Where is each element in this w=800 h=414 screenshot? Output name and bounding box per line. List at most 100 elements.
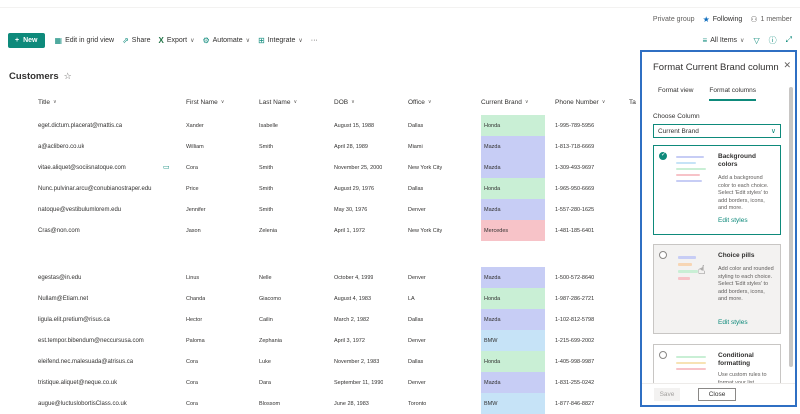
cell-first-name: Jason [186,227,201,234]
cell-dob: April 3, 1972 [334,337,365,344]
following-button[interactable]: ★ Following [703,15,743,24]
cell-phone: 1-831-255-0242 [555,379,595,386]
integrate-button[interactable]: ⊞ Integrate ∨ [258,36,303,45]
cell-office: Denver [408,337,426,344]
table-row[interactable]: tristique.aliquet@neque.co.uk Cora Dara … [0,372,640,393]
option-card-background-colors[interactable]: ✓ Background colors Add a background col… [653,145,781,235]
close-icon[interactable]: ✕ [783,60,791,70]
cell-last-name: Smith [259,164,274,171]
cell-current-brand: Honda [481,115,545,136]
table-row[interactable]: ligula.elit.pretium@risus.ca Hector Cail… [0,309,640,330]
edit-styles-link[interactable]: Edit styles [718,319,748,326]
cell-current-brand: Honda [481,178,545,199]
option-card-choice-pills[interactable]: ☝ Choice pills Add color and rounded sty… [653,244,781,334]
cell-title[interactable]: ligula.elit.pretium@risus.ca [38,316,110,323]
more-button[interactable]: ··· [311,37,318,44]
cell-title[interactable]: tristique.aliquet@neque.co.uk [38,379,118,386]
option-card-conditional-formatting[interactable]: Conditional formatting Use custom rules … [653,344,781,392]
top-strip [0,0,800,8]
cell-office: Dallas [408,185,424,192]
cell-title[interactable]: augue@luctuslobortisClass.co.uk [38,400,127,407]
cell-last-name: Isabelle [259,122,278,129]
comment-icon[interactable]: ▭ [163,164,170,171]
card-description: Add color and rounded styling to each ch… [718,266,774,302]
tab-format-columns[interactable]: Format columns [709,87,757,101]
cell-last-name: Dara [259,379,271,386]
cell-office: Denver [408,274,426,281]
radio-unselected[interactable] [659,251,667,259]
cell-title[interactable]: egestas@in.edu [38,274,82,281]
table-row[interactable]: augue@luctuslobortisClass.co.uk Cora Blo… [0,393,640,414]
table-row[interactable]: egestas@in.edu Linus Nelle October 4, 19… [0,267,640,288]
table-row[interactable]: Nunc.pulvinar.arcu@conubianostraper.edu … [0,178,640,199]
cell-title[interactable]: Nunc.pulvinar.arcu@conubianostraper.edu [38,185,152,192]
more-icon: ··· [310,36,318,44]
panel-title: Format Current Brand column [653,62,779,73]
panel-footer: Save Close [642,383,795,405]
cell-last-name: Blossom [259,400,281,407]
table-row[interactable]: Nullam@Etiam.net Chanda Giacomo August 4… [0,288,640,309]
info-icon[interactable]: ⓘ [768,35,777,45]
cell-first-name: Xander [186,122,204,129]
cell-title[interactable]: vitae.aliquet@sociisnatoque.com [38,164,126,171]
table-row[interactable]: eleifend.nec.malesuada@atrisus.ca Cora L… [0,351,640,372]
cell-current-brand: BMW [481,393,545,414]
cell-current-brand: Mazda [481,372,545,393]
edit-styles-link[interactable]: Edit styles [718,217,748,224]
cell-dob: April 28, 1989 [334,143,368,150]
tab-format-view[interactable]: Format view [658,87,694,94]
cell-title[interactable]: eget.dictum.placerat@mattis.ca [38,122,123,129]
column-header-first-name[interactable]: First Name ∨ [186,94,224,110]
panel-scrollbar[interactable] [789,87,793,367]
column-header-dob[interactable]: DOB ∨ [334,94,355,110]
following-label: Following [712,15,743,23]
cell-dob: May 30, 1976 [334,206,368,213]
choose-column-dropdown[interactable]: Current Brand ∨ [653,124,781,138]
column-header-extra[interactable]: Ta [629,94,636,110]
list-icon: ≡ [702,35,708,45]
cell-title[interactable]: natoque@vestibulumlorem.edu [38,206,122,213]
star-outline-icon[interactable]: ☆ [63,71,72,81]
column-header-title[interactable]: Title ∨ [38,94,57,110]
cell-title[interactable]: Nullam@Etiam.net [38,295,89,302]
members-button[interactable]: ⚇ 1 member [750,15,792,24]
new-button[interactable]: + New [8,32,45,48]
filter-icon[interactable]: ▽ [753,35,760,45]
table-row[interactable]: est.tempor.bibendum@neccursusa.com Palom… [0,330,640,351]
cell-phone: 1-215-699-2002 [555,337,595,344]
cell-title[interactable]: a@aclibero.co.uk [38,143,85,150]
cell-title[interactable]: Cras@non.com [38,227,80,234]
chevron-down-icon: ∨ [293,99,298,105]
cell-dob: April 1, 1972 [334,227,365,234]
table-row[interactable]: Cras@non.com Jason Zelenia April 1, 1972… [0,220,640,241]
radio-unselected[interactable] [659,351,667,359]
edit-grid-view-button[interactable]: ▦ Edit in grid view [55,36,115,45]
cell-title[interactable]: est.tempor.bibendum@neccursusa.com [38,337,144,344]
cell-title[interactable]: eleifend.nec.malesuada@atrisus.ca [38,358,134,365]
table-row[interactable]: eget.dictum.placerat@mattis.ca Xander Is… [0,115,640,136]
table-row[interactable]: a@aclibero.co.uk William Smith April 28,… [0,136,640,157]
radio-selected[interactable]: ✓ [659,152,667,160]
column-header-current-brand[interactable]: Current Brand ∨ [481,94,529,110]
expand-icon[interactable]: ⤢ [785,35,792,44]
cell-first-name: Price [186,185,199,192]
column-header-last-name[interactable]: Last Name ∨ [259,94,297,110]
cell-dob: June 28, 1983 [334,400,369,407]
export-button[interactable]: X Export ∨ [158,36,194,45]
save-button[interactable]: Save [654,388,680,401]
cell-phone: 1-481-185-6401 [555,227,595,234]
close-button[interactable]: Close [698,388,736,401]
table-row[interactable]: natoque@vestibulumlorem.edu Jennifer Smi… [0,199,640,220]
cell-last-name: Smith [259,143,274,150]
automate-button[interactable]: ⚙ Automate ∨ [202,36,250,45]
cell-phone: 1-500-572-8640 [555,274,595,281]
column-header-phone[interactable]: Phone Number ∨ [555,94,605,110]
column-header-office[interactable]: Office ∨ [408,94,432,110]
cell-first-name: Cora [186,164,198,171]
chevron-down-icon: ∨ [770,128,776,135]
view-switcher[interactable]: ≡ All Items ∨ [703,36,745,45]
background-colors-preview-icon [672,152,714,186]
column-header-label: DOB [334,98,349,106]
share-button[interactable]: ⇗ Share [122,36,150,45]
table-row[interactable]: vitae.aliquet@sociisnatoque.com ▭ Cora S… [0,157,640,178]
